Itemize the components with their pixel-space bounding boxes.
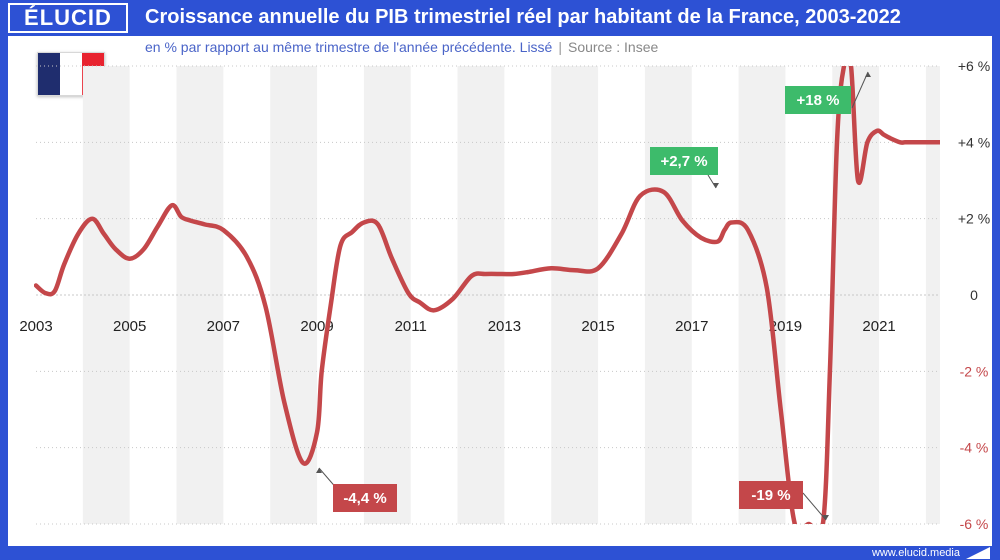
chart-title: Croissance annuelle du PIB trimestriel r… xyxy=(145,6,901,28)
elucid-mark-icon xyxy=(966,547,990,559)
y-tick-label: -6 % xyxy=(960,516,989,532)
x-tick-label: 2017 xyxy=(675,318,708,335)
flag-blue-stripe xyxy=(38,53,60,95)
flag-white-stripe xyxy=(60,53,82,95)
annotation-box xyxy=(650,147,718,175)
annotation-label: +2,7 % xyxy=(660,153,707,170)
annotation-label: -19 % xyxy=(751,487,790,504)
year-band xyxy=(551,66,599,524)
y-tick-label: +6 % xyxy=(958,58,990,74)
annotation-label: +18 % xyxy=(797,92,840,109)
chart-subtitle: en % par rapport au même trimestre de l'… xyxy=(145,39,658,55)
footer-site[interactable]: www.elucid.media xyxy=(871,547,960,559)
annotation-arrowhead xyxy=(316,468,322,473)
subtitle-source: Source : Insee xyxy=(567,39,659,55)
annotation-arrowhead xyxy=(823,515,829,520)
annotation-arrowhead xyxy=(865,72,871,77)
annotation-box xyxy=(785,86,851,114)
y-tick-label: 0 xyxy=(970,287,978,303)
annotation-pointer xyxy=(802,492,827,521)
x-tick-label: 2007 xyxy=(207,318,240,335)
series-line xyxy=(34,66,940,524)
y-tick-label: +4 % xyxy=(958,134,990,150)
x-tick-label: 2019 xyxy=(769,318,802,335)
x-tick-label: 2003 xyxy=(19,318,52,335)
subtitle-separator: | xyxy=(558,39,562,55)
annotation-box xyxy=(739,481,803,509)
year-band xyxy=(363,66,411,524)
annotation-box xyxy=(333,484,397,512)
y-tick-label: +2 % xyxy=(958,211,990,227)
annotation-pointer xyxy=(707,174,717,189)
x-tick-label: 2015 xyxy=(581,318,614,335)
annotation-pointer xyxy=(851,71,869,109)
header-bar: ÉLUCID Croissance annuelle du PIB trimes… xyxy=(0,0,1000,36)
annotation-label: -4,4 % xyxy=(343,490,386,507)
annotation-arrowhead xyxy=(713,183,719,188)
x-tick-label: 2005 xyxy=(113,318,146,335)
x-tick-label: 2013 xyxy=(488,318,521,335)
elucid-logo[interactable]: ÉLUCID xyxy=(8,3,128,33)
y-tick-label: -4 % xyxy=(960,440,989,456)
y-tick-label: -2 % xyxy=(960,363,989,379)
subtitle-main: en % par rapport au même trimestre de l'… xyxy=(145,39,553,55)
footer-bar: www.elucid.media xyxy=(0,546,1000,560)
x-tick-label: 2011 xyxy=(395,318,427,335)
x-tick-label: 2021 xyxy=(862,318,895,335)
